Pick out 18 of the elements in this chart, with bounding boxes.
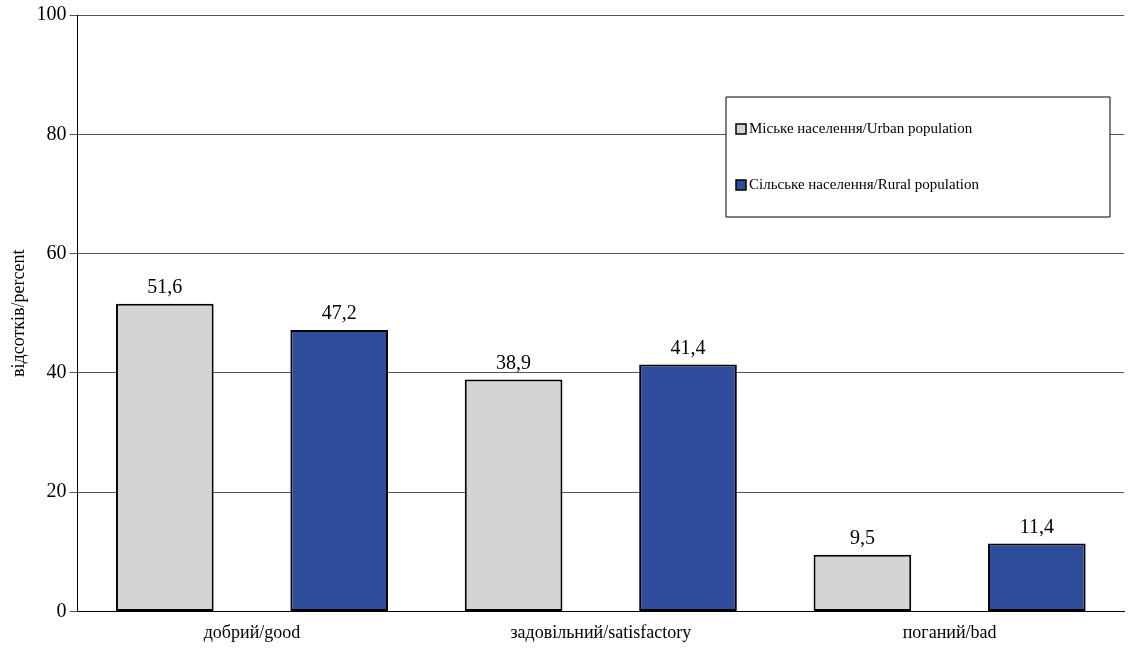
y-tick-label: 80 — [46, 121, 67, 144]
data-label: 41,4 — [670, 335, 706, 358]
legend-label: Міське населення/Urban population — [749, 119, 973, 136]
x-tick-label: задовільний/satisfactory — [510, 621, 692, 642]
data-label: 38,9 — [496, 350, 532, 373]
x-tick-label: поганий/bad — [902, 621, 997, 642]
data-label: 9,5 — [849, 525, 875, 548]
y-tick-label: 100 — [36, 2, 67, 25]
x-tick-label: добрий/good — [203, 621, 301, 642]
y-tick-label: 40 — [46, 360, 67, 383]
y-tick-label: 60 — [46, 240, 67, 263]
data-label: 51,6 — [147, 274, 183, 297]
data-label: 47,2 — [321, 301, 357, 324]
legend-label: Сільське населення/Rural population — [749, 175, 980, 192]
y-tick-label: 20 — [46, 479, 67, 502]
y-tick-label: 0 — [56, 598, 67, 621]
y-axis-title: відсотків/percent — [7, 249, 28, 377]
data-label: 11,4 — [1019, 514, 1054, 537]
